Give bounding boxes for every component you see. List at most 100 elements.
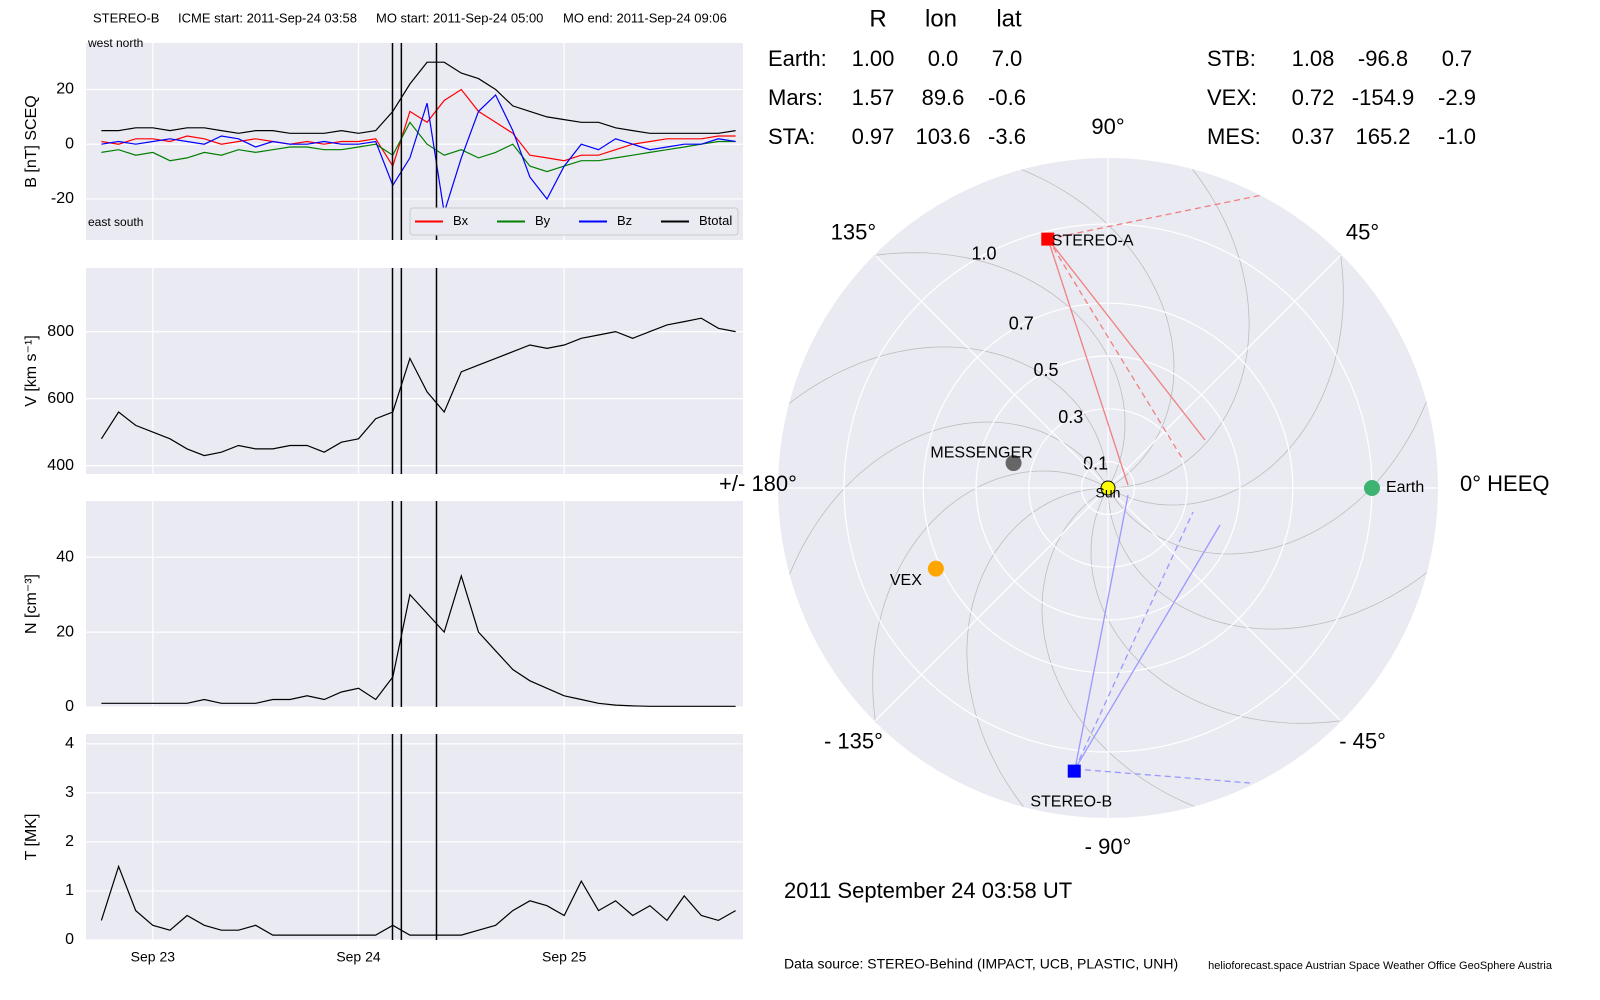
legend-box xyxy=(409,207,739,236)
body-label: Earth xyxy=(1386,479,1424,496)
fov-line xyxy=(1047,238,1183,459)
body-label: STEREO-B xyxy=(1030,793,1112,810)
fov-line xyxy=(1047,238,1129,486)
fov-line xyxy=(1047,238,1206,441)
x-tick-label: Sep 23 xyxy=(131,949,176,965)
series-line xyxy=(101,93,736,213)
legend-label: By xyxy=(535,213,551,228)
body-value: -154.9 xyxy=(1352,85,1414,110)
body-marker xyxy=(1067,764,1081,778)
body-name: Mars: xyxy=(768,85,823,110)
panel-background xyxy=(86,268,743,474)
body-marker xyxy=(1364,480,1380,496)
body-value: -2.9 xyxy=(1438,85,1476,110)
body-name: Earth: xyxy=(768,46,827,71)
chart-title: STEREO-B xyxy=(93,10,159,25)
theta-tick-label: 0° HEEQ xyxy=(1460,471,1550,496)
theta-tick-label: 45° xyxy=(1346,219,1379,244)
legend-label: Bz xyxy=(617,213,632,228)
x-tick-label: Sep 25 xyxy=(542,949,587,965)
body-marker xyxy=(927,560,944,577)
body-label: VEX xyxy=(890,572,922,589)
body-name: MES: xyxy=(1207,124,1261,149)
body-value: -1.0 xyxy=(1438,124,1476,149)
series-line xyxy=(101,88,736,168)
series-line xyxy=(101,121,736,173)
body-name: STA: xyxy=(768,124,815,149)
body-value: 103.6 xyxy=(915,124,970,149)
r-tick-label: 0.1 xyxy=(1083,453,1108,473)
fov-line xyxy=(1074,494,1129,770)
y-tick-label: 1 xyxy=(65,882,74,899)
corner-label: west north xyxy=(87,36,143,50)
y-tick-label: 0 xyxy=(65,698,74,715)
column-header: lat xyxy=(996,5,1022,32)
body-marker xyxy=(1005,455,1022,472)
y-tick-label: 3 xyxy=(65,784,74,801)
y-tick-label: 400 xyxy=(47,457,74,474)
fov-line xyxy=(1074,524,1221,770)
body-value: 89.6 xyxy=(922,85,965,110)
y-tick-label: 20 xyxy=(56,81,74,98)
body-marker xyxy=(1041,232,1055,246)
data-source: Data source: STEREO-Behind (IMPACT, UCB,… xyxy=(784,956,1178,972)
body-value: 0.37 xyxy=(1292,124,1335,149)
body-value: 1.08 xyxy=(1292,46,1335,71)
series-line xyxy=(100,317,736,457)
chart-title: MO start: 2011-Sep-24 05:00 xyxy=(376,10,543,25)
r-tick-label: 0.7 xyxy=(1009,314,1034,334)
y-tick-label: 800 xyxy=(47,323,74,340)
body-name: VEX: xyxy=(1207,85,1257,110)
fov-line xyxy=(1074,511,1194,770)
corner-label: east south xyxy=(88,215,143,229)
sun xyxy=(1100,480,1116,496)
theta-tick-label: 135° xyxy=(831,219,877,244)
column-header: lon xyxy=(925,5,957,32)
body-value: 0.0 xyxy=(928,46,959,71)
body-value: 7.0 xyxy=(992,46,1023,71)
body-value: -3.6 xyxy=(988,124,1026,149)
y-axis-label: B [nT] SCEQ xyxy=(23,95,40,187)
body-value: 0.7 xyxy=(1442,46,1473,71)
theta-grid-line xyxy=(1107,254,1342,489)
body-value: 165.2 xyxy=(1355,124,1410,149)
body-label: MESSENGER xyxy=(930,444,1032,461)
time-label: 2011 September 24 03:58 UT xyxy=(784,878,1072,903)
series-line xyxy=(101,61,736,134)
body-value: 0.72 xyxy=(1292,85,1335,110)
y-axis-label: N [cm⁻³] xyxy=(23,574,40,634)
legend-label: Bx xyxy=(453,213,469,228)
theta-tick-label: +/- 180° xyxy=(719,471,797,496)
y-tick-label: 4 xyxy=(65,735,74,752)
body-value: 1.00 xyxy=(852,46,895,71)
chart-title: MO end: 2011-Sep-24 09:06 xyxy=(563,10,727,25)
sun-label: Sun xyxy=(1096,485,1121,501)
theta-grid-line xyxy=(1107,487,1342,722)
body-value: -96.8 xyxy=(1358,46,1408,71)
r-tick-label: 1.0 xyxy=(972,244,997,264)
y-tick-label: 0 xyxy=(65,931,74,948)
body-value: 0.97 xyxy=(852,124,895,149)
y-axis-label: V [km s⁻¹] xyxy=(23,335,40,407)
body-value: 1.57 xyxy=(852,85,895,110)
series-line xyxy=(101,573,736,707)
y-tick-label: 0 xyxy=(65,135,74,152)
theta-grid-line xyxy=(874,487,1109,722)
y-tick-label: 20 xyxy=(56,623,74,640)
r-tick-label: 0.5 xyxy=(1034,360,1059,380)
theta-tick-label: - 135° xyxy=(824,728,883,753)
legend-label: Btotal xyxy=(699,213,732,228)
x-tick-label: Sep 24 xyxy=(336,949,381,965)
y-tick-label: 40 xyxy=(56,548,74,565)
theta-tick-label: - 45° xyxy=(1339,728,1386,753)
chart-title: ICME start: 2011-Sep-24 03:58 xyxy=(178,10,357,25)
body-value: -0.6 xyxy=(988,85,1026,110)
column-header: R xyxy=(869,5,886,32)
series-line xyxy=(100,864,736,936)
credits: helioforecast.space Austrian Space Weath… xyxy=(1208,960,1553,972)
theta-tick-label: 90° xyxy=(1091,114,1124,139)
body-label: STEREO-A xyxy=(1052,232,1134,249)
panel-background xyxy=(86,501,743,707)
